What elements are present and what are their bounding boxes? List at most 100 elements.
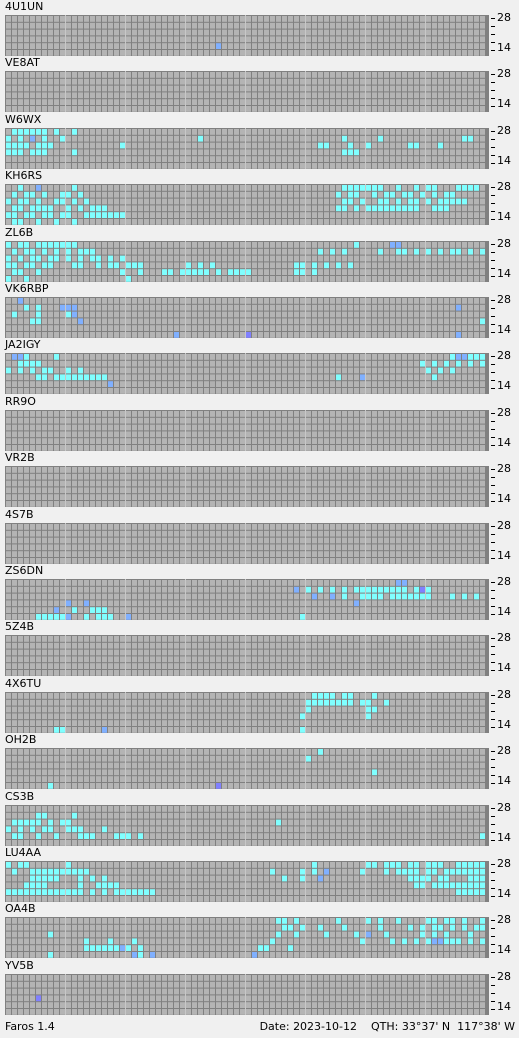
grid-cell: [426, 99, 431, 105]
grid-cell: [414, 537, 419, 544]
grid-cell: [12, 163, 17, 169]
grid-cell: [18, 374, 23, 381]
grid-cell: [468, 381, 473, 387]
grid-cell: [114, 163, 119, 169]
grid-cell: [90, 262, 95, 269]
grid-cell: [102, 142, 107, 149]
grid-cell: [318, 544, 323, 551]
grid-cell: [288, 431, 293, 438]
station-callsign: ZS6DN: [5, 564, 44, 577]
grid-cell: [174, 156, 179, 162]
grid-cell: [174, 205, 179, 212]
grid-cell: [258, 431, 263, 438]
grid-cell: [54, 304, 59, 311]
grid-cell: [132, 219, 137, 225]
grid-cell: [324, 185, 329, 191]
grid-cell: [228, 185, 233, 191]
axis-tick: [491, 372, 495, 373]
grid-cell: [150, 304, 155, 311]
signal-cell: [48, 142, 53, 149]
axis-label-bottom: 14: [497, 41, 511, 54]
grid-cell: [432, 36, 437, 43]
grid-cell: [120, 354, 125, 360]
signal-cell: [348, 149, 353, 156]
grid-cell: [348, 360, 353, 367]
grid-cell: [234, 262, 239, 269]
propagation-grid: [5, 466, 489, 507]
grid-cell: [372, 29, 377, 36]
grid-cell: [390, 142, 395, 149]
grid-cell: [126, 551, 131, 557]
grid-cell: [288, 480, 293, 487]
grid-cell: [378, 424, 383, 431]
grid-cell: [360, 248, 365, 255]
grid-cell: [84, 360, 89, 367]
grid-cell: [174, 524, 179, 530]
grid-cell: [282, 219, 287, 225]
signal-cell: [24, 198, 29, 205]
grid-cell: [228, 92, 233, 99]
grid-cell: [120, 135, 125, 142]
grid-cell: [192, 467, 197, 473]
grid-cell: [462, 530, 467, 537]
grid-cell: [402, 106, 407, 112]
grid-cell: [90, 354, 95, 360]
grid-cell: [6, 494, 11, 500]
grid-cell: [108, 388, 113, 394]
grid-cell: [264, 205, 269, 212]
signal-cell: [324, 262, 329, 269]
grid-cell: [48, 487, 53, 494]
grid-cell: [396, 524, 401, 530]
signal-cell: [48, 212, 53, 218]
grid-cell: [252, 149, 257, 156]
grid-cell: [300, 524, 305, 530]
grid-cell: [258, 467, 263, 473]
grid-cell: [258, 473, 263, 480]
grid-cell: [342, 318, 347, 325]
grid-cell: [114, 494, 119, 500]
grid-cell: [468, 411, 473, 417]
grid-cell: [30, 106, 35, 112]
grid-cell: [162, 185, 167, 191]
grid-cell: [234, 298, 239, 304]
signal-cell: [24, 212, 29, 218]
grid-cell: [318, 417, 323, 424]
grid-cell: [204, 537, 209, 544]
grid-cell: [168, 142, 173, 149]
grid-cell: [414, 354, 419, 360]
grid-cell: [288, 411, 293, 417]
grid-cell: [192, 149, 197, 156]
grid-cell: [270, 318, 275, 325]
signal-cell: [30, 262, 35, 269]
grid-cell: [222, 332, 227, 338]
grid-cell: [438, 92, 443, 99]
signal-cell: [72, 129, 77, 135]
grid-cell: [180, 438, 185, 444]
grid-cell: [402, 318, 407, 325]
grid-cell: [300, 92, 305, 99]
grid-cell: [150, 494, 155, 500]
grid-cell: [138, 445, 143, 451]
grid-cell: [90, 360, 95, 367]
grid-cell: [150, 325, 155, 331]
grid-cell: [132, 276, 137, 282]
grid-cell: [144, 43, 149, 49]
grid-cell: [120, 156, 125, 162]
grid-cell: [426, 494, 431, 500]
grid-cell: [450, 467, 455, 473]
grid-cell: [342, 142, 347, 149]
hour-divider: [425, 184, 426, 225]
grid-cell: [138, 276, 143, 282]
grid-cell: [216, 276, 221, 282]
grid-cell: [228, 360, 233, 367]
grid-cell: [36, 537, 41, 544]
signal-cell: [36, 255, 41, 262]
grid-cell: [48, 388, 53, 394]
grid-cell: [90, 551, 95, 557]
grid-cell: [138, 544, 143, 551]
grid-cell: [462, 156, 467, 162]
grid-cell: [180, 487, 185, 494]
grid-cell: [48, 311, 53, 318]
grid-cell: [432, 248, 437, 255]
grid-cell: [366, 106, 371, 112]
